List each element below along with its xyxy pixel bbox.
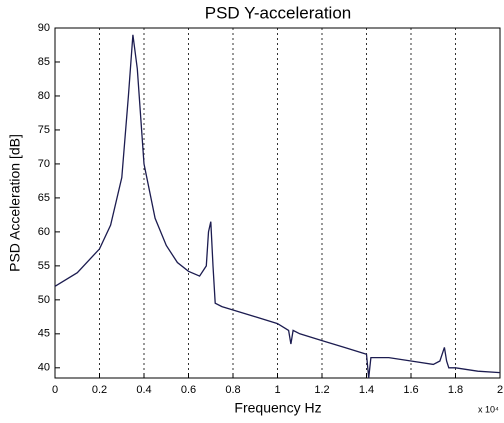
y-tick-label: 75	[38, 124, 50, 136]
x-tick-label: 1.8	[448, 384, 463, 396]
x-tick-label: 1	[274, 384, 280, 396]
x-exponent-label: x 10⁴	[478, 404, 499, 414]
y-tick-label: 85	[38, 56, 50, 68]
y-tick-label: 65	[38, 192, 50, 204]
y-axis-label: PSD Acceleration [dB]	[7, 134, 23, 272]
x-tick-label: 1.6	[403, 384, 418, 396]
data-line	[54, 34, 501, 379]
x-axis-label: Frequency Hz	[234, 400, 321, 416]
x-tick-label: 0.2	[92, 384, 107, 396]
plot-frame	[54, 27, 501, 379]
x-tick-label: 2	[497, 384, 503, 396]
x-tick-label: 0.8	[225, 384, 240, 396]
x-tick-label: 0	[52, 384, 58, 396]
y-tick-label: 70	[38, 158, 50, 170]
y-tick-label: 55	[38, 260, 50, 272]
y-tick-label: 40	[38, 362, 50, 374]
x-tick-label: 1.2	[314, 384, 329, 396]
y-tick-label: 60	[38, 226, 50, 238]
y-tick-label: 90	[38, 22, 50, 34]
x-tick-label: 0.6	[181, 384, 196, 396]
x-tick-label: 0.4	[136, 384, 151, 396]
x-tick-label: 1.4	[359, 384, 374, 396]
chart-title: PSD Y-acceleration	[205, 3, 351, 22]
y-tick-label: 50	[38, 294, 50, 306]
y-tick-label: 45	[38, 328, 50, 340]
y-tick-label: 80	[38, 90, 50, 102]
